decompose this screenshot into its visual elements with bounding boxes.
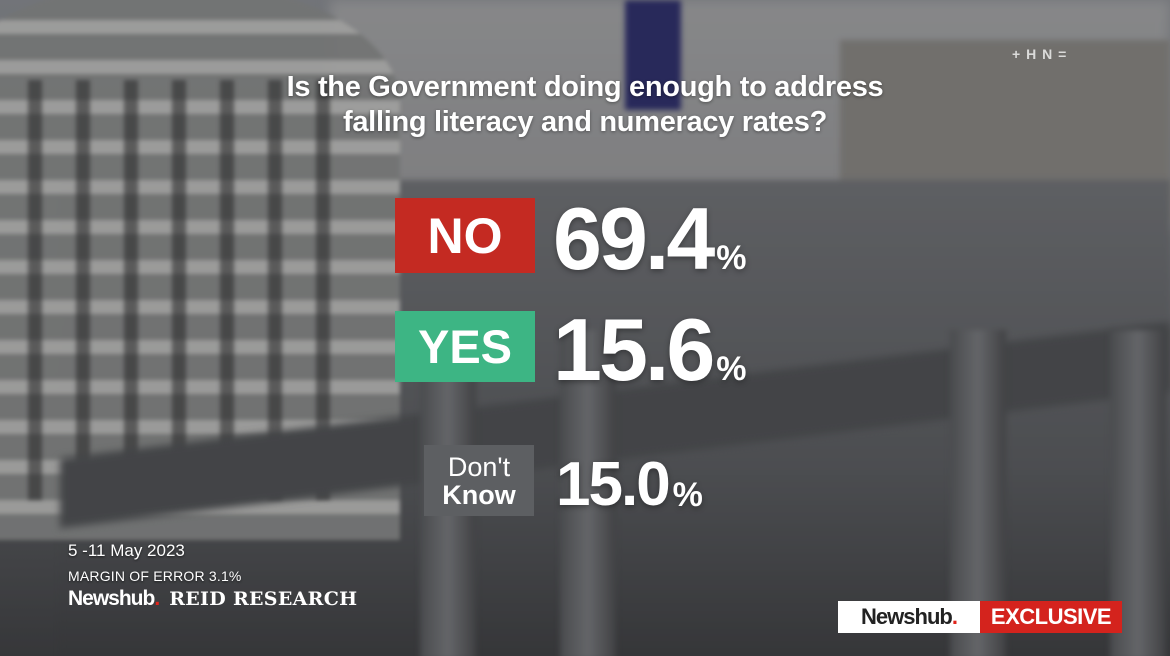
newshub-logo-text: Newshub (68, 587, 155, 610)
result-value-no: 69.4 (553, 189, 715, 288)
result-row-yes: YES 15.6 % (395, 306, 747, 394)
badge-exclusive-label: EXCLUSIVE (980, 601, 1122, 633)
badge-brand-dot: . (951, 604, 958, 629)
result-row-dont-know: Don't Know 15.0 % (424, 445, 703, 516)
percent-sign-yes: % (716, 350, 747, 388)
answer-tag-no: NO (395, 198, 535, 273)
footer-logos: Newshub. REID RESEARCH (68, 587, 357, 611)
poll-question-line-1: Is the Government doing enough to addres… (286, 71, 884, 103)
margin-of-error: MARGIN OF ERROR 3.1% (68, 568, 242, 584)
newshub-logo-dot: . (154, 587, 160, 610)
answer-tag-dont-know-line-1: Don't (447, 451, 511, 482)
answer-tag-dont-know-line-2: Know (442, 479, 516, 510)
channel-logo: + H N = (1012, 46, 1068, 62)
poll-question: Is the Government doing enough to addres… (0, 70, 1170, 140)
badge-newshub-logo: Newshub. (838, 601, 980, 633)
exclusive-badge: Newshub. EXCLUSIVE (838, 601, 1122, 633)
result-row-no: NO 69.4 % (395, 195, 747, 283)
result-value-yes: 15.6 (553, 300, 715, 399)
result-value-dont-know: 15.0 (556, 450, 671, 519)
answer-tag-yes: YES (395, 311, 535, 382)
answer-tag-dont-know: Don't Know (424, 445, 534, 516)
reid-research-logo: REID RESEARCH (169, 588, 358, 610)
poll-question-line-2: falling literacy and numeracy rates? (343, 106, 827, 138)
badge-brand-text: Newshub (861, 604, 953, 629)
percent-sign-no: % (716, 239, 747, 277)
poll-dates: 5 -11 May 2023 (68, 541, 185, 560)
newshub-logo: Newshub. (68, 587, 160, 611)
percent-sign-dont-know: % (672, 476, 703, 514)
